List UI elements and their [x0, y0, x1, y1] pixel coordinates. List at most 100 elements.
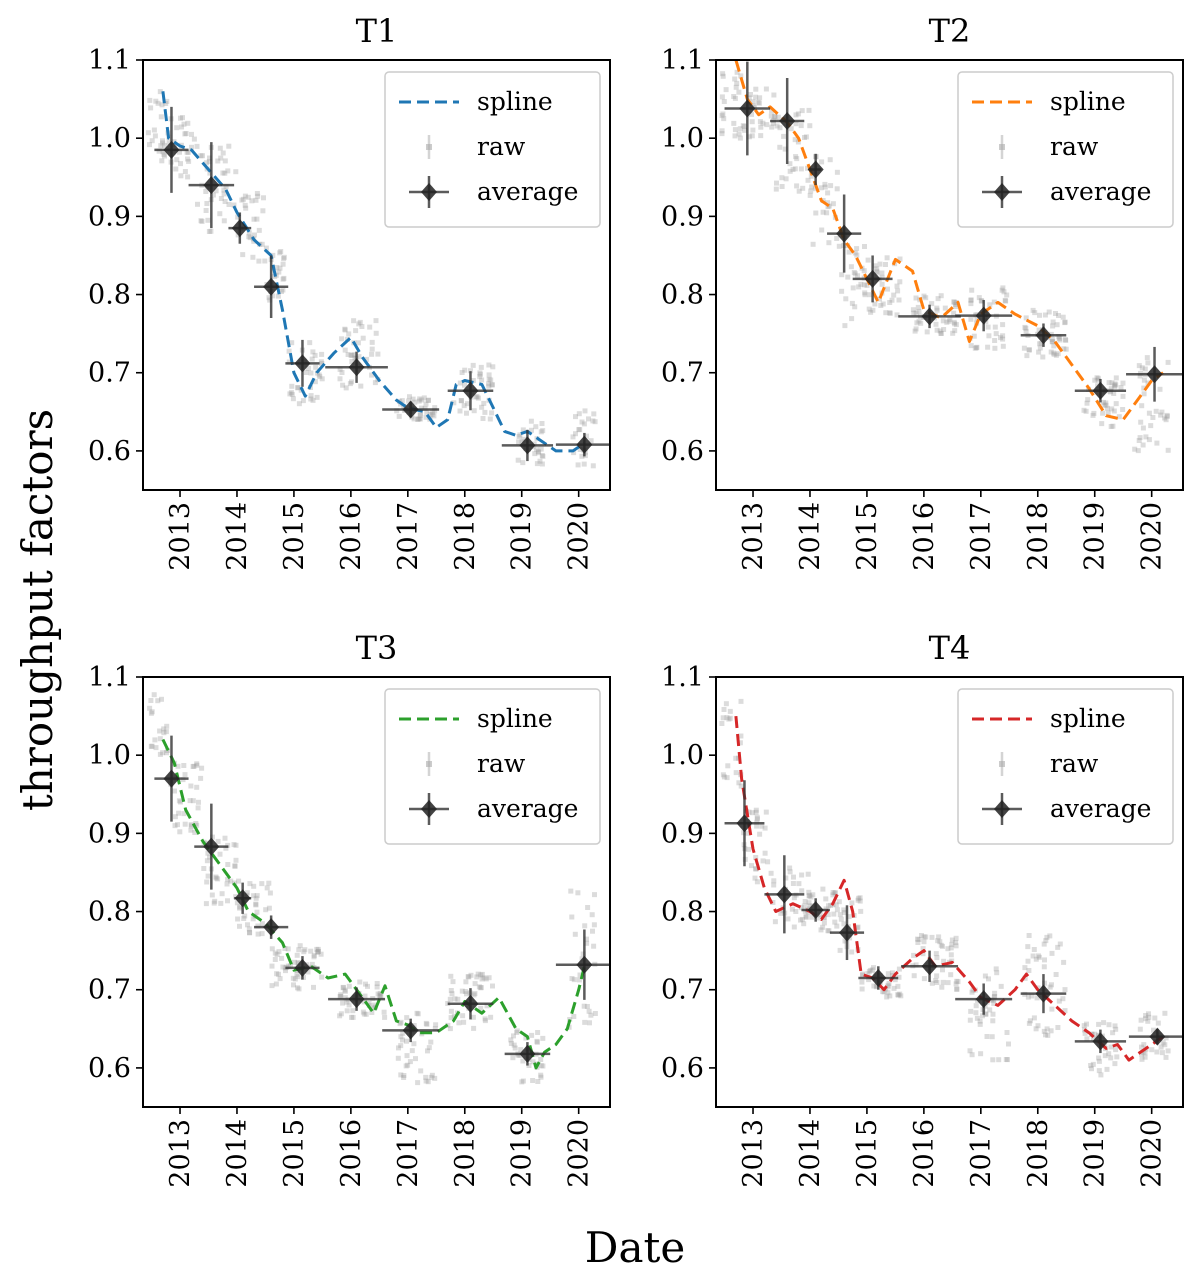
legend-raw-swatch: [426, 135, 432, 159]
raw-point: [213, 188, 219, 194]
legend-average-swatch: [982, 176, 1022, 208]
raw-point: [862, 282, 867, 288]
raw-point: [281, 256, 287, 262]
raw-point: [465, 974, 471, 980]
average-marker: [770, 77, 805, 164]
raw-point: [1083, 408, 1089, 414]
raw-point: [218, 196, 224, 201]
raw-point: [1055, 351, 1061, 357]
raw-point: [1053, 972, 1059, 977]
raw-point: [799, 108, 805, 114]
raw-point: [974, 1015, 980, 1021]
raw-point: [520, 1058, 526, 1064]
raw-point: [1108, 386, 1114, 392]
raw-point: [832, 919, 838, 925]
raw-point: [185, 174, 191, 180]
raw-point: [1057, 337, 1063, 343]
raw-point: [193, 821, 199, 826]
raw-point: [242, 193, 248, 199]
raw-point: [312, 379, 318, 385]
raw-point: [1110, 1030, 1116, 1036]
raw-point: [481, 975, 487, 981]
raw-point: [184, 149, 190, 155]
raw-point: [838, 916, 844, 922]
raw-point: [969, 989, 975, 995]
raw-point: [986, 976, 991, 982]
raw-point: [361, 999, 367, 1005]
raw-point: [752, 875, 758, 881]
raw-point: [788, 126, 794, 132]
y-tick-label: 0.8: [661, 280, 704, 311]
raw-point: [175, 822, 180, 828]
raw-point: [280, 261, 286, 267]
raw-point: [310, 349, 316, 355]
raw-point: [1026, 347, 1032, 353]
raw-point: [913, 962, 919, 968]
raw-point: [312, 352, 318, 358]
raw-point: [737, 135, 743, 141]
raw-point: [972, 345, 978, 351]
raw-point: [221, 187, 227, 193]
x-tick-label: 2015: [852, 502, 883, 571]
raw-point: [1026, 347, 1032, 353]
raw-point: [573, 414, 578, 420]
raw-point: [479, 404, 485, 410]
raw-point: [460, 1013, 466, 1019]
raw-point: [358, 383, 364, 389]
raw-point: [160, 138, 165, 144]
raw-point: [252, 232, 257, 238]
raw-point: [874, 266, 880, 272]
raw-point: [177, 149, 182, 155]
average-marker: [858, 966, 899, 990]
raw-point: [232, 863, 238, 869]
raw-point: [749, 111, 754, 117]
raw-point: [758, 133, 764, 139]
raw-point: [951, 310, 957, 316]
raw-point: [806, 107, 812, 113]
average-marker: [852, 255, 893, 303]
raw-point: [381, 1009, 387, 1015]
raw-point: [195, 201, 200, 207]
raw-point: [720, 111, 726, 117]
raw-point: [771, 882, 777, 888]
raw-point: [451, 1013, 457, 1019]
x-tick-label: 2013: [738, 1119, 769, 1188]
raw-point: [164, 750, 169, 756]
y-tick-label: 1.0: [88, 740, 131, 771]
raw-point: [287, 391, 293, 397]
raw-point: [256, 227, 262, 233]
raw-point: [147, 97, 153, 103]
legend-label-spline: spline: [477, 87, 553, 116]
raw-point: [468, 368, 473, 374]
raw-point: [999, 287, 1005, 293]
raw-point: [913, 310, 919, 316]
raw-point: [296, 401, 302, 407]
raw-point: [755, 99, 761, 105]
raw-point: [481, 400, 487, 406]
raw-point: [286, 348, 292, 354]
raw-point: [201, 866, 207, 871]
raw-point: [1041, 1028, 1047, 1034]
raw-point: [269, 983, 275, 989]
raw-point: [307, 340, 313, 346]
raw-point: [933, 978, 939, 983]
raw-point: [1096, 1021, 1102, 1027]
raw-point: [479, 971, 485, 977]
raw-point: [862, 292, 868, 298]
raw-point: [174, 157, 180, 163]
raw-point: [280, 276, 286, 282]
raw-point: [866, 306, 872, 312]
raw-point: [1112, 1023, 1118, 1029]
raw-point: [852, 250, 858, 256]
raw-point: [1084, 1036, 1090, 1042]
raw-point: [240, 196, 246, 202]
raw-point: [1044, 1026, 1050, 1032]
raw-point: [400, 1037, 405, 1043]
raw-point: [479, 976, 485, 982]
raw-point: [1006, 1041, 1011, 1047]
raw-point: [1145, 360, 1151, 366]
raw-point: [246, 926, 252, 932]
raw-point: [194, 762, 200, 768]
raw-point: [1157, 386, 1163, 392]
raw-point: [914, 320, 920, 326]
